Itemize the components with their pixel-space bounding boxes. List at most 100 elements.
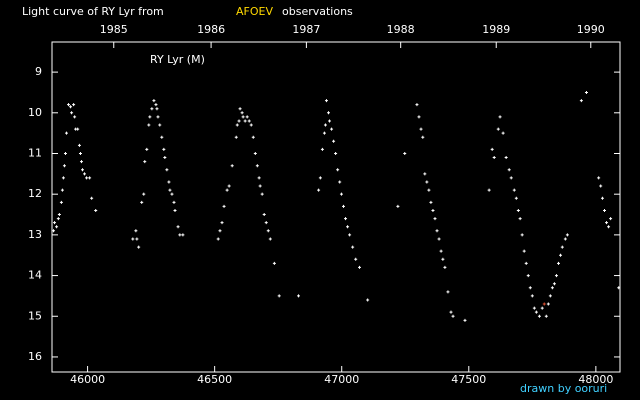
point bbox=[255, 164, 259, 168]
point bbox=[605, 221, 609, 225]
point bbox=[63, 151, 67, 155]
point bbox=[59, 200, 63, 204]
point bbox=[155, 107, 159, 111]
y-tick-label: 13 bbox=[28, 228, 42, 241]
point bbox=[234, 135, 238, 139]
point bbox=[526, 274, 530, 278]
point bbox=[165, 168, 169, 172]
point bbox=[322, 131, 326, 135]
point bbox=[522, 249, 526, 253]
y-tick-label: 16 bbox=[28, 350, 42, 363]
point bbox=[266, 229, 270, 233]
point bbox=[172, 200, 176, 204]
point bbox=[584, 90, 588, 94]
point bbox=[57, 213, 61, 217]
point bbox=[512, 188, 516, 192]
x-tick-label: 46000 bbox=[70, 373, 105, 386]
point bbox=[599, 184, 603, 188]
point bbox=[83, 172, 87, 176]
point bbox=[230, 164, 234, 168]
chart-title: AFOEV bbox=[236, 5, 273, 18]
point bbox=[324, 99, 328, 103]
y-tick-label: 14 bbox=[28, 269, 42, 282]
point bbox=[334, 151, 338, 155]
point bbox=[463, 318, 467, 322]
y-tick-label: 9 bbox=[35, 65, 42, 78]
point bbox=[439, 249, 443, 253]
point bbox=[509, 176, 513, 180]
point bbox=[507, 168, 511, 172]
point bbox=[53, 221, 57, 225]
point bbox=[554, 274, 558, 278]
point bbox=[518, 217, 522, 221]
point bbox=[366, 298, 370, 302]
point bbox=[238, 107, 242, 111]
point bbox=[330, 127, 334, 131]
point bbox=[160, 135, 164, 139]
point bbox=[79, 160, 83, 164]
point bbox=[135, 237, 139, 241]
point bbox=[258, 184, 262, 188]
point bbox=[222, 204, 226, 208]
point bbox=[417, 115, 421, 119]
point bbox=[253, 151, 257, 155]
x-tick-label: 47500 bbox=[451, 373, 486, 386]
point bbox=[318, 176, 322, 180]
point bbox=[441, 257, 445, 261]
point bbox=[56, 217, 60, 221]
point bbox=[94, 208, 98, 212]
point bbox=[433, 217, 437, 221]
point bbox=[262, 213, 266, 217]
point bbox=[243, 119, 247, 123]
point bbox=[609, 217, 613, 221]
point bbox=[178, 233, 182, 237]
point bbox=[528, 286, 532, 290]
point bbox=[532, 306, 536, 310]
point bbox=[55, 225, 59, 229]
point bbox=[162, 147, 166, 151]
point bbox=[492, 156, 496, 160]
point bbox=[143, 160, 147, 164]
point bbox=[60, 188, 64, 192]
point bbox=[88, 176, 92, 180]
x-tick-label: 48000 bbox=[578, 373, 613, 386]
point bbox=[245, 115, 249, 119]
point bbox=[251, 135, 255, 139]
point bbox=[156, 115, 160, 119]
point bbox=[449, 310, 453, 314]
point bbox=[600, 196, 604, 200]
point bbox=[147, 123, 151, 127]
point bbox=[346, 225, 350, 229]
point bbox=[348, 233, 352, 237]
point bbox=[496, 127, 500, 131]
point bbox=[150, 107, 154, 111]
point bbox=[131, 237, 135, 241]
point bbox=[431, 208, 435, 212]
point bbox=[597, 176, 601, 180]
point bbox=[427, 188, 431, 192]
point bbox=[537, 314, 541, 318]
point bbox=[344, 217, 348, 221]
plot-frame bbox=[51, 41, 621, 373]
point bbox=[227, 184, 231, 188]
point bbox=[546, 302, 550, 306]
point bbox=[170, 192, 174, 196]
point bbox=[216, 237, 220, 241]
point bbox=[77, 143, 81, 147]
point bbox=[62, 164, 66, 168]
point bbox=[498, 115, 502, 119]
point bbox=[235, 123, 239, 127]
point bbox=[145, 147, 149, 151]
x2-tick-label: 1990 bbox=[577, 23, 605, 36]
point bbox=[140, 200, 144, 204]
point bbox=[247, 119, 251, 123]
point bbox=[487, 188, 491, 192]
point bbox=[237, 119, 241, 123]
point bbox=[52, 229, 56, 233]
point bbox=[602, 208, 606, 212]
point bbox=[134, 229, 138, 233]
point bbox=[241, 115, 245, 119]
point bbox=[67, 103, 71, 107]
point bbox=[419, 127, 423, 131]
